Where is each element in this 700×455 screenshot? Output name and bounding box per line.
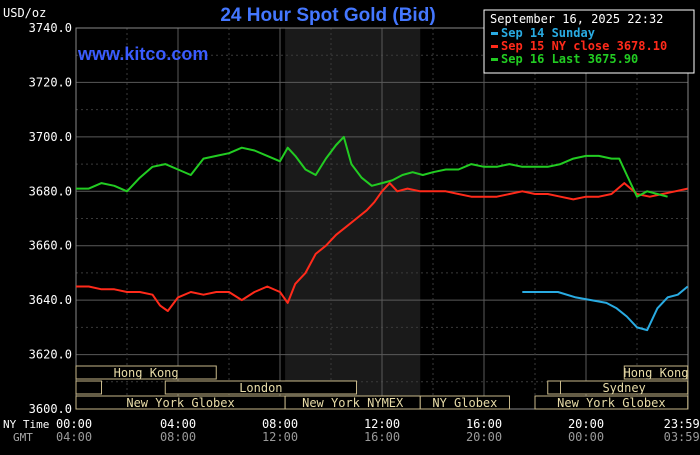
session-label: Hong Kong bbox=[623, 366, 688, 380]
legend-timestamp: September 16, 2025 22:32 bbox=[490, 12, 663, 26]
session-box bbox=[534, 395, 689, 410]
series-line-2 bbox=[76, 182, 688, 312]
session-box bbox=[547, 380, 561, 395]
y-tick-label: 3680.0 bbox=[29, 184, 72, 198]
legend-label: Sep 14 Sunday bbox=[501, 26, 595, 40]
session-label: New York Globex bbox=[557, 396, 665, 410]
session-label: NY Globex bbox=[432, 396, 497, 410]
legend-label: Sep 15 NY close 3678.10 bbox=[501, 39, 667, 53]
legend-swatch bbox=[491, 32, 498, 35]
session-box bbox=[560, 380, 689, 395]
x-tick-label-ny: 12:00 bbox=[364, 417, 400, 431]
y-tick-label: 3660.0 bbox=[29, 239, 72, 253]
series-line-3 bbox=[76, 135, 668, 198]
session-box bbox=[164, 380, 357, 395]
x-tick-label-ny: 20:00 bbox=[568, 417, 604, 431]
ny-time-label: NY Time bbox=[3, 418, 49, 431]
gmt-label: GMT bbox=[13, 431, 33, 444]
x-axis-ticks: 00:00 04:00 08:00 12:00 16:00 20:00 23:5904:00… bbox=[56, 417, 700, 444]
x-tick-label-ny: 04:00 bbox=[160, 417, 196, 431]
legend-label: Sep 16 Last 3675.90 bbox=[501, 52, 638, 66]
legend-box: September 16, 2025 22:32 Sep 14 SundaySe… bbox=[483, 9, 695, 74]
y-tick-label: 3620.0 bbox=[29, 348, 72, 362]
legend-swatch bbox=[491, 58, 498, 61]
units-label: USD/oz bbox=[3, 6, 46, 20]
y-tick-label: 3700.0 bbox=[29, 130, 72, 144]
x-tick-label-gmt: 03:59 bbox=[664, 430, 700, 444]
x-tick-label-ny: 08:00 bbox=[262, 417, 298, 431]
session-box bbox=[75, 380, 102, 395]
x-tick-label-gmt: 16:00 bbox=[364, 430, 400, 444]
market-sessions: Hong Kong London New York Globex New York N… bbox=[75, 365, 689, 410]
x-tick-label-gmt: 00:00 bbox=[568, 430, 604, 444]
y-tick-label: 3640.0 bbox=[29, 293, 72, 307]
x-tick-label-gmt: 08:00 bbox=[160, 430, 196, 444]
session-label: Hong Kong bbox=[114, 366, 179, 380]
legend-border bbox=[483, 9, 695, 74]
x-tick-label-gmt: 20:00 bbox=[466, 430, 502, 444]
session-label: London bbox=[239, 381, 282, 395]
session-box bbox=[419, 395, 510, 410]
y-tick-label: 3720.0 bbox=[29, 75, 72, 89]
y-axis-ticks: 3740.0 3720.0 3700.0 3680.0 3660.0 3640.0 3620… bbox=[29, 21, 72, 416]
session-label: Sydney bbox=[602, 381, 645, 395]
legend-swatch bbox=[491, 45, 498, 48]
y-tick-label: 3740.0 bbox=[29, 21, 72, 35]
session-box bbox=[623, 365, 689, 380]
session-box bbox=[75, 365, 217, 380]
y-tick-label: 3600.0 bbox=[29, 402, 72, 416]
session-label: New York Globex bbox=[126, 396, 234, 410]
session-label: New York NYMEX bbox=[302, 396, 404, 410]
x-tick-label-ny: 16:00 bbox=[466, 417, 502, 431]
series-line-1 bbox=[522, 285, 689, 332]
x-tick-label-ny: 23:59 bbox=[664, 417, 700, 431]
chart-title: 24 Hour Spot Gold (Bid) bbox=[220, 5, 435, 26]
x-tick-label-gmt: 04:00 bbox=[56, 430, 92, 444]
grid-lines bbox=[75, 27, 689, 410]
x-tick-label-ny: 00:00 bbox=[56, 417, 92, 431]
kitco-watermark: www.kitco.com bbox=[77, 44, 208, 64]
x-tick-label-gmt: 12:00 bbox=[262, 430, 298, 444]
price-series bbox=[76, 135, 689, 332]
